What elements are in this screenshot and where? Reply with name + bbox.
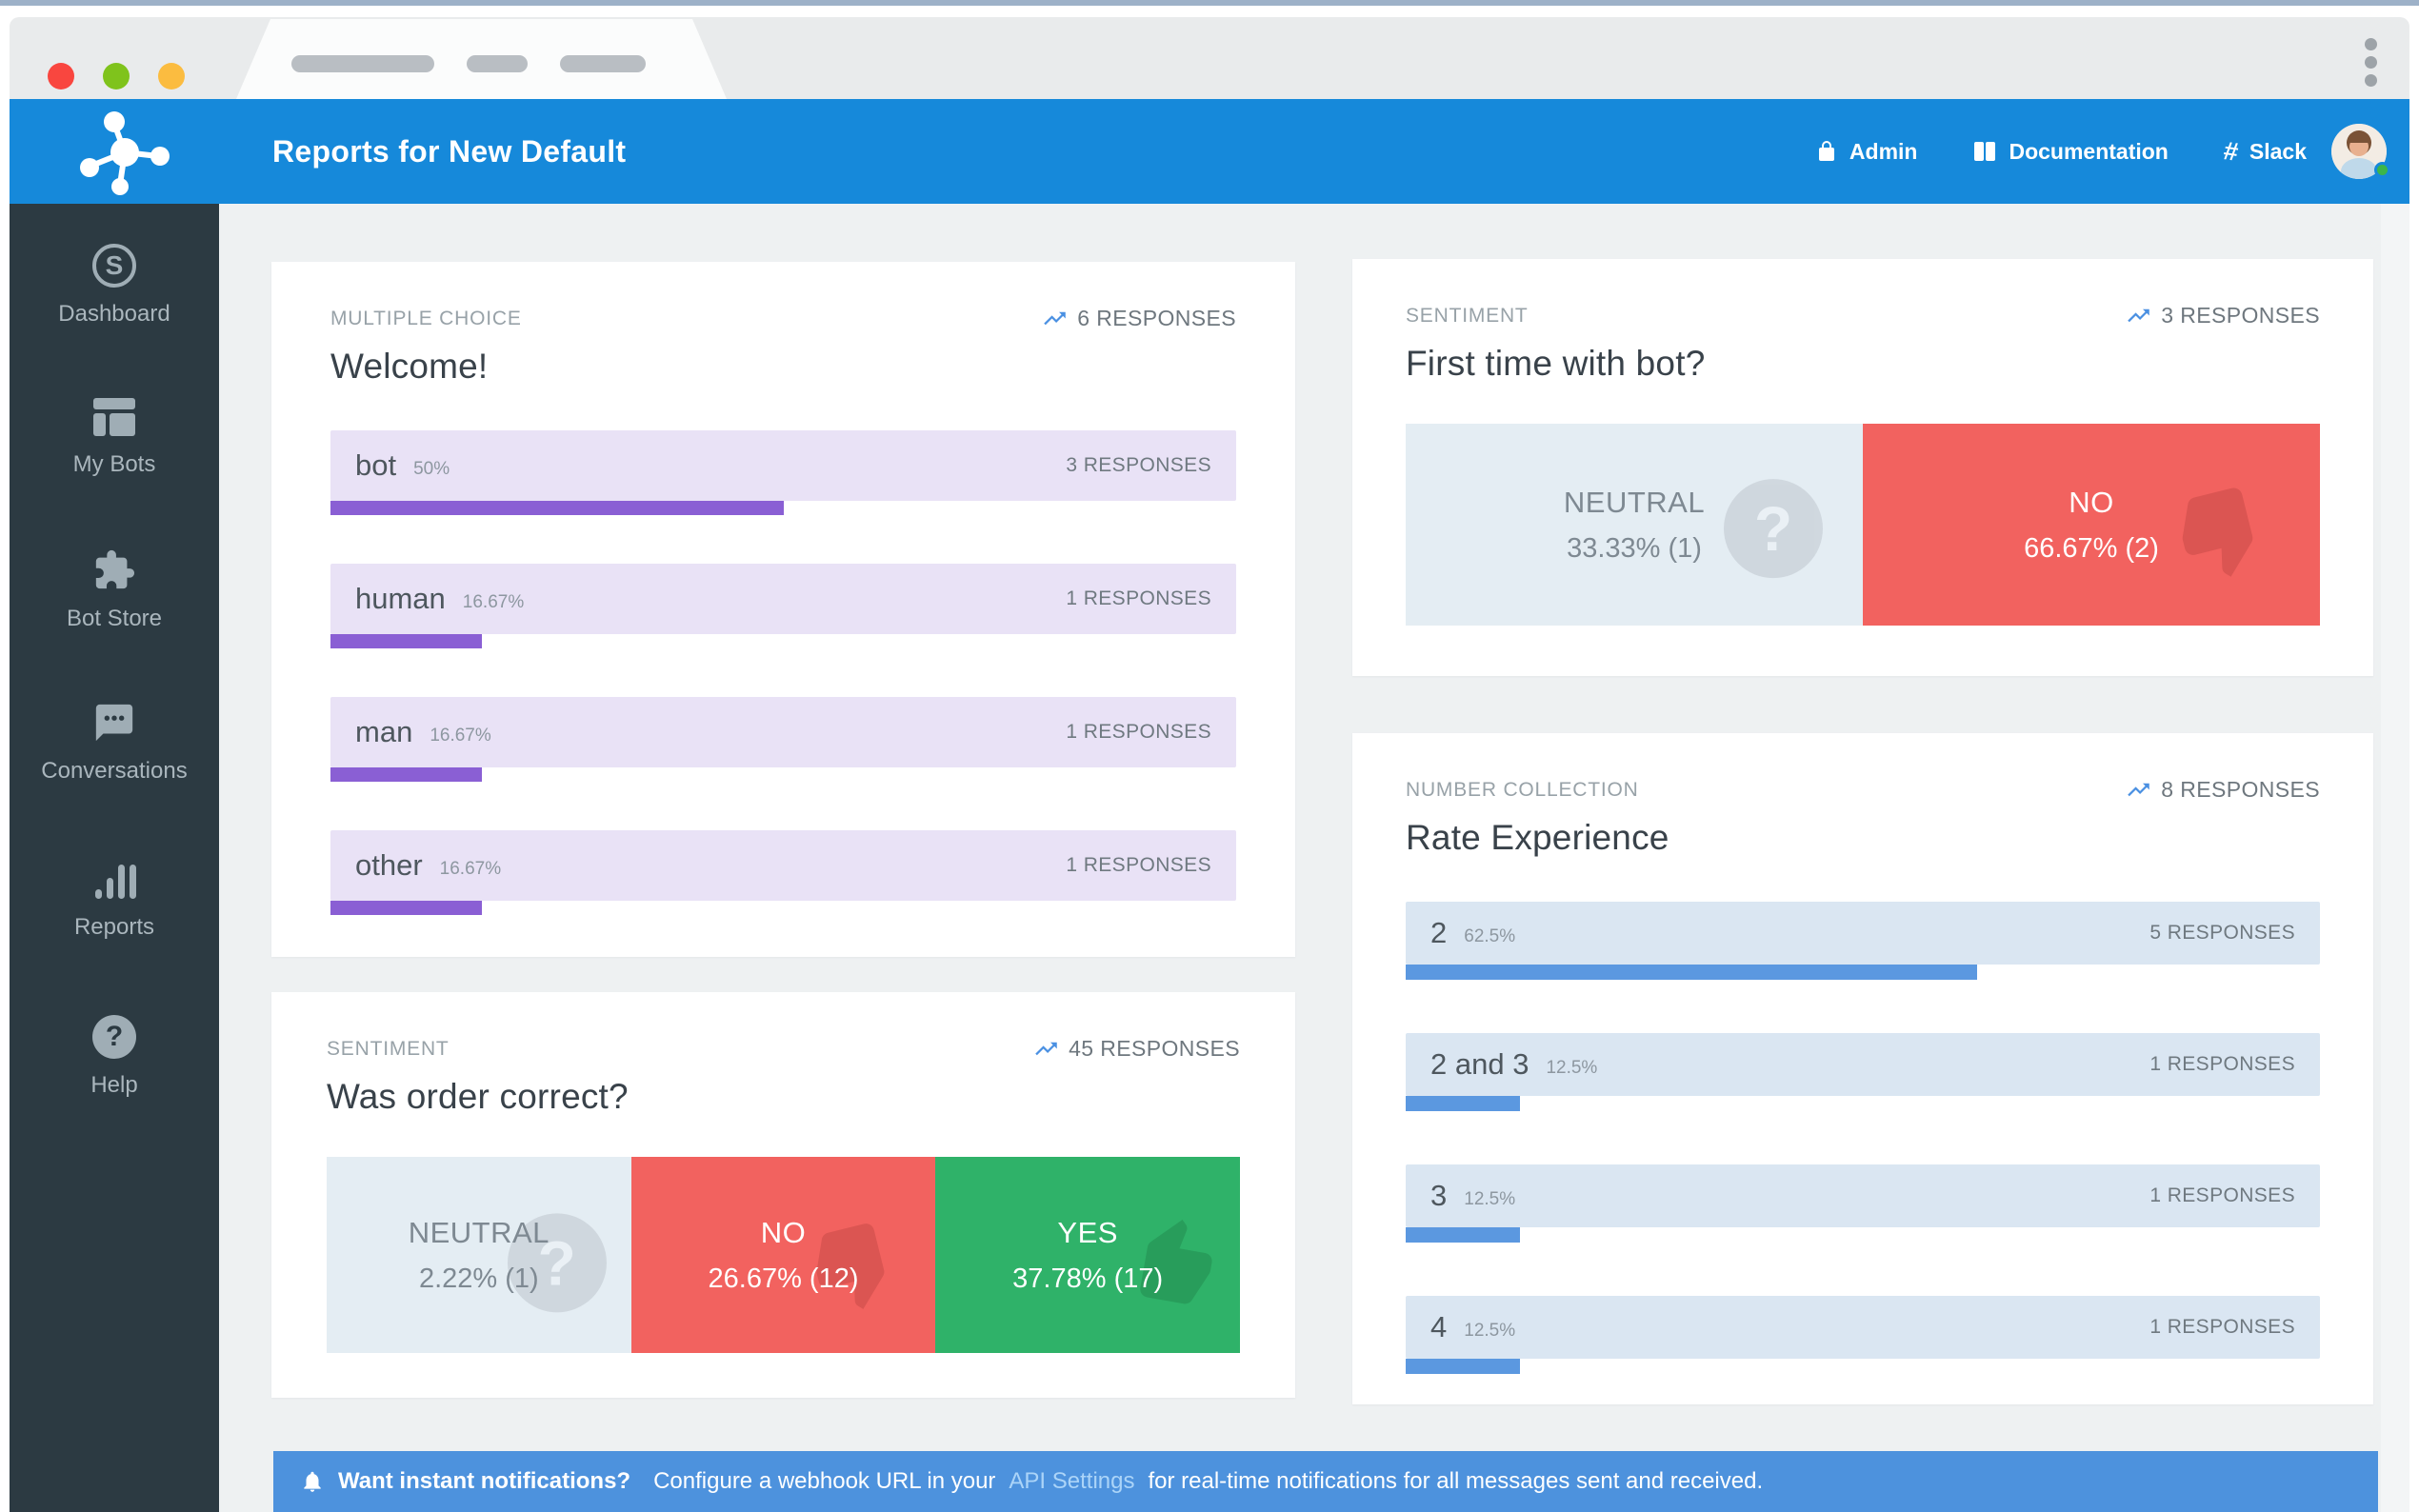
tab-placeholder	[467, 55, 528, 72]
question-title: First time with bot?	[1406, 344, 1706, 383]
lock-icon	[1818, 141, 1834, 161]
card-sentiment-firsttime: SENTIMENT 3 RESPONSES First time with bo…	[1352, 259, 2373, 676]
responses-count: 3 RESPONSES	[2126, 303, 2320, 328]
thumbs-down-icon	[816, 1224, 885, 1309]
help-icon: ?	[92, 1015, 136, 1059]
segment-yes: YES 37.78% (17)	[935, 1157, 1241, 1353]
question-title: Rate Experience	[1406, 818, 1669, 857]
bar-chart-icon	[95, 865, 136, 899]
choice-row: human 16.67% 1 RESPONSES	[330, 564, 1236, 648]
sidebar-item-reports[interactable]: Reports	[10, 857, 219, 941]
progress-bar	[1406, 1227, 1520, 1243]
sidebar-item-conversations[interactable]: Conversations	[10, 701, 219, 785]
sidebar-item-help[interactable]: ? Help	[10, 1015, 219, 1099]
trending-up-icon	[1044, 311, 1066, 326]
question-mark-icon: ?	[507, 1213, 607, 1313]
responses-count: 6 RESPONSES	[1042, 306, 1236, 331]
browser-tab[interactable]	[236, 19, 727, 99]
bell-icon	[304, 1471, 321, 1492]
trending-up-icon	[2128, 308, 2149, 323]
number-row: 3 12.5% 1 RESPONSES	[1406, 1164, 2320, 1243]
segment-no: NO 26.67% (12)	[630, 1157, 936, 1353]
number-row: 2 62.5% 5 RESPONSES	[1406, 902, 2320, 980]
card-category: SENTIMENT	[327, 1037, 450, 1060]
browser-chrome	[10, 17, 2409, 99]
online-status-dot	[2374, 162, 2390, 178]
app-logo-icon[interactable]	[72, 109, 177, 196]
zoom-window-button[interactable]	[158, 63, 185, 90]
progress-bar	[1406, 1096, 1520, 1111]
app-header: Reports for New Default Admin Documentat…	[10, 99, 2409, 204]
banner-text-before: Configure a webhook URL in your	[653, 1468, 996, 1494]
api-settings-link[interactable]: API Settings	[1009, 1468, 1135, 1494]
nav-slack[interactable]: # Slack	[2221, 135, 2307, 167]
puzzle-icon	[95, 549, 135, 589]
progress-bar	[1406, 965, 1977, 980]
question-mark-icon: ?	[1724, 479, 1823, 579]
trending-up-icon	[1035, 1042, 1057, 1056]
progress-bar	[330, 767, 482, 782]
webhook-notification-banner: Want instant notifications? Configure a …	[273, 1451, 2378, 1512]
thumbs-up-icon	[1140, 1220, 1212, 1304]
responses-count: 45 RESPONSES	[1033, 1036, 1240, 1062]
slack-icon: #	[2221, 135, 2240, 167]
tab-title-placeholder	[291, 55, 434, 72]
sidebar-item-bot-store[interactable]: Bot Store	[10, 548, 219, 632]
user-avatar[interactable]	[2331, 124, 2387, 179]
nav-documentation[interactable]: Documentation	[1972, 139, 2169, 165]
choice-row: man 16.67% 1 RESPONSES	[330, 697, 1236, 782]
number-row: 4 12.5% 1 RESPONSES	[1406, 1296, 2320, 1374]
question-title: Was order correct?	[327, 1077, 629, 1116]
progress-bar	[330, 634, 482, 648]
window-layout-icon	[93, 398, 135, 436]
card-category: MULTIPLE CHOICE	[330, 307, 522, 329]
tab-placeholder	[560, 55, 646, 72]
book-icon	[1974, 142, 1996, 161]
banner-headline: Want instant notifications?	[338, 1468, 631, 1494]
question-title: Welcome!	[330, 347, 489, 386]
nav-admin[interactable]: Admin	[1815, 139, 1917, 165]
card-category: SENTIMENT	[1406, 304, 1529, 327]
thumbs-down-icon	[2182, 487, 2253, 577]
segment-neutral: NEUTRAL 33.33% (1) ?	[1406, 424, 1863, 626]
trending-up-icon	[2128, 783, 2149, 797]
window-top-edge	[0, 0, 2419, 6]
number-row: 2 and 3 12.5% 1 RESPONSES	[1406, 1033, 2320, 1111]
chat-bubble-icon	[95, 704, 133, 742]
card-number-collection-rate: NUMBER COLLECTION 8 RESPONSES Rate Exper…	[1352, 733, 2373, 1404]
card-sentiment-order: SENTIMENT 45 RESPONSES Was order correct…	[271, 992, 1295, 1398]
card-multiple-choice-welcome: MULTIPLE CHOICE 6 RESPONSES Welcome! bot…	[271, 262, 1295, 957]
sidebar-item-dashboard[interactable]: S Dashboard	[10, 244, 219, 328]
banner-text-after: for real-time notifications for all mess…	[1148, 1468, 1764, 1494]
progress-bar	[330, 901, 482, 915]
card-category: NUMBER COLLECTION	[1406, 778, 1639, 801]
close-window-button[interactable]	[48, 63, 74, 90]
responses-count: 8 RESPONSES	[2126, 777, 2320, 803]
sidebar: S Dashboard My Bots Bot Store Conversati…	[10, 204, 219, 1512]
choice-row: other 16.67% 1 RESPONSES	[330, 830, 1236, 915]
dashboard-icon: S	[92, 244, 136, 288]
window-controls	[48, 63, 185, 90]
sidebar-item-my-bots[interactable]: My Bots	[10, 396, 219, 478]
browser-menu-icon[interactable]	[2365, 38, 2377, 87]
segment-neutral: NEUTRAL 2.22% (1) ?	[327, 1157, 631, 1353]
minimize-window-button[interactable]	[103, 63, 130, 90]
segment-no: NO 66.67% (2)	[1863, 424, 2320, 626]
scrollbar-track[interactable]	[2381, 204, 2409, 1512]
page-title: Reports for New Default	[272, 133, 627, 169]
progress-bar	[330, 501, 784, 515]
choice-row: bot 50% 3 RESPONSES	[330, 430, 1236, 515]
progress-bar	[1406, 1359, 1520, 1374]
